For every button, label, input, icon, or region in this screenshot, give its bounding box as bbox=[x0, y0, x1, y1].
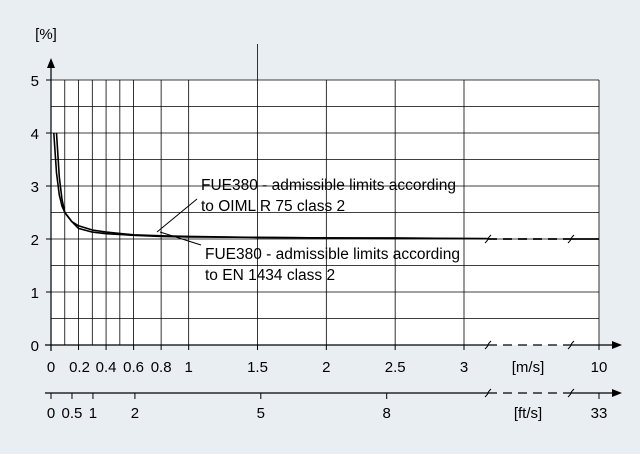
ft-tick-label: 0.5 bbox=[62, 405, 83, 422]
y-tick-label: 3 bbox=[31, 179, 39, 196]
annotation-2: FUE380 - admissible limits according to E… bbox=[205, 246, 460, 284]
y-tick-label: 1 bbox=[31, 285, 39, 302]
x-tick-label: 2 bbox=[322, 359, 330, 376]
ft-tick-label: 1 bbox=[89, 405, 97, 422]
annotation-leader-1 bbox=[156, 198, 198, 233]
axes bbox=[45, 58, 622, 399]
y-tick-label: 4 bbox=[31, 126, 39, 143]
x-tick-label: 3 bbox=[460, 359, 468, 376]
x-tick-label: 2.5 bbox=[385, 359, 406, 376]
ft-tick-label: 0 bbox=[47, 405, 55, 422]
y-axis-label: [%] bbox=[35, 26, 57, 43]
x-axis-unit-label: [m/s] bbox=[512, 359, 545, 376]
ft-axis-unit-label: [ft/s] bbox=[514, 405, 542, 422]
series-lines bbox=[53, 132, 599, 244]
x-tick-label: 1.5 bbox=[247, 359, 268, 376]
ft-tick-label: 8 bbox=[383, 405, 391, 422]
x-tick-label: 1 bbox=[184, 359, 192, 376]
y-tick-label: 5 bbox=[31, 73, 39, 90]
x-tick-label: 10 bbox=[591, 359, 608, 376]
curve-break-mark bbox=[484, 234, 492, 244]
x-tick-label: 0.2 bbox=[69, 359, 90, 376]
x-tick-label: 0 bbox=[47, 359, 55, 376]
x-tick-label: 0.4 bbox=[96, 359, 117, 376]
ft-axis-break-mark bbox=[567, 388, 575, 398]
y-axis-arrow bbox=[47, 58, 55, 68]
annotation-1-line-2: to OIML R 75 class 2 bbox=[201, 198, 345, 215]
y-tick-label: 0 bbox=[31, 338, 39, 355]
grid-lines bbox=[51, 44, 600, 345]
annotation-1-line-1: FUE380 - admissible limits according bbox=[201, 177, 456, 194]
ft-tick-label: 5 bbox=[257, 405, 265, 422]
x-axis-arrow bbox=[612, 341, 622, 349]
ft-axis-break-mark bbox=[484, 388, 492, 398]
ft-axis-arrow bbox=[612, 389, 622, 397]
x-axis-break-mark bbox=[567, 340, 575, 350]
y-tick-label: 2 bbox=[31, 232, 39, 249]
ft-tick-label: 33 bbox=[591, 405, 608, 422]
ft-tick-label: 2 bbox=[131, 405, 139, 422]
x-tick-label: 0.6 bbox=[123, 359, 144, 376]
x-tick-label: 0.8 bbox=[151, 359, 172, 376]
annotations: FUE380 - admissible limits according to O… bbox=[156, 177, 460, 284]
annotation-2-line-2: to EN 1434 class 2 bbox=[205, 267, 335, 284]
x-axis-break-mark bbox=[484, 340, 492, 350]
series-line-2 bbox=[55, 132, 489, 240]
annotation-1: FUE380 - admissible limits according to O… bbox=[201, 177, 456, 215]
annotation-2-line-1: FUE380 - admissible limits according bbox=[205, 246, 460, 263]
annotation-leader-2 bbox=[159, 231, 202, 246]
curve-break-mark bbox=[567, 234, 575, 244]
